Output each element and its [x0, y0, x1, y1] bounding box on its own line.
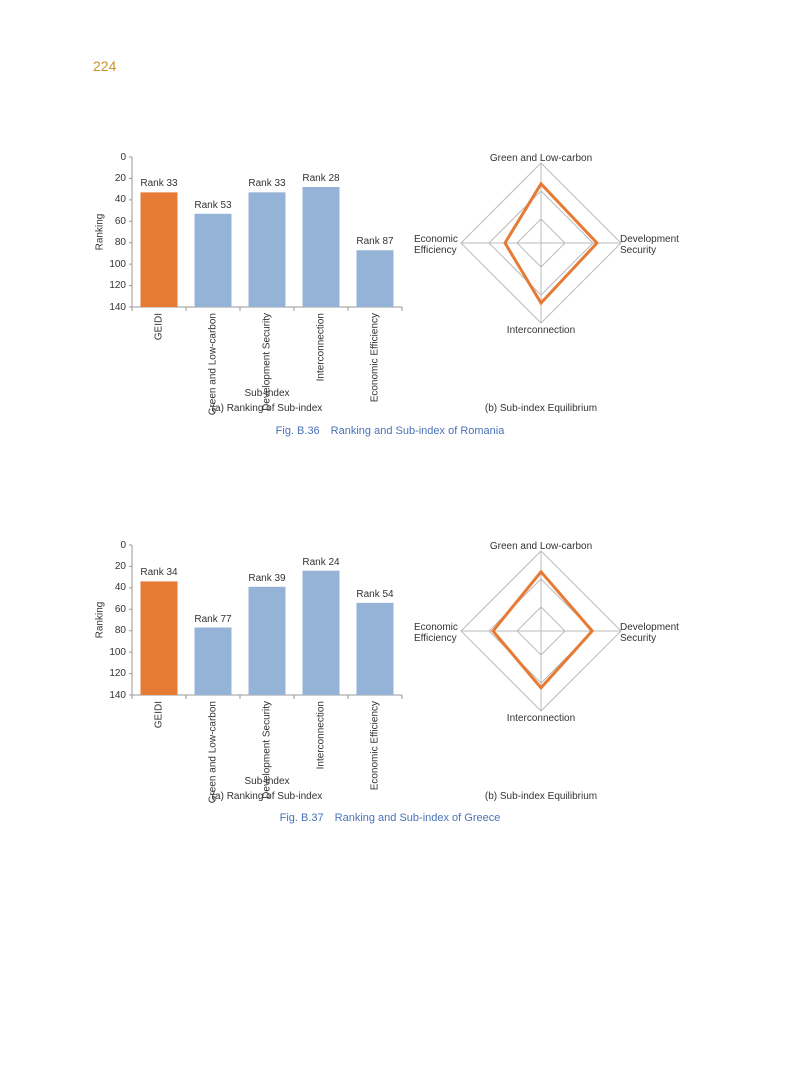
figure-caption: Fig. B.37 Ranking and Sub-index of Greec…	[279, 812, 501, 824]
y-tick-label: 120	[109, 668, 126, 680]
bar	[140, 192, 178, 307]
x-axis-title: Sub-index	[244, 388, 290, 399]
y-tick-label: 40	[114, 582, 126, 594]
page-number: 224	[93, 58, 117, 74]
y-axis-title: Ranking	[94, 601, 106, 639]
radar-label: Development Security	[620, 622, 679, 644]
sub-caption: (b) Sub-index Equilibrium	[484, 791, 598, 802]
value-label: Rank 24	[302, 556, 340, 568]
y-tick-label: 140	[109, 301, 126, 313]
y-tick-label: 100	[109, 646, 126, 658]
bar	[302, 187, 340, 307]
value-label: Rank 34	[140, 567, 178, 579]
x-tick-label: Interconnection	[315, 313, 327, 382]
x-tick-label: GEIDI	[153, 313, 165, 341]
y-tick-label: 40	[114, 194, 126, 206]
y-tick-label: 20	[114, 172, 126, 184]
value-label: Rank 77	[194, 613, 232, 625]
bar	[356, 250, 394, 307]
x-tick-label: Green and Low-carbon	[207, 313, 219, 416]
y-tick-label: 20	[114, 560, 126, 572]
x-tick-label: GEIDI	[153, 701, 165, 729]
radar-label: Green and Low-carbon	[489, 153, 593, 164]
radar-line	[491, 569, 595, 691]
x-tick-label: Economic Efficiency	[369, 313, 381, 403]
figure-caption: Fig. B.36 Ranking and Sub-index of Roman…	[275, 425, 505, 437]
y-tick-label: 0	[120, 539, 126, 551]
y-tick-label: 80	[114, 625, 126, 637]
x-tick-label: Economic Efficiency	[369, 701, 381, 791]
value-label: Rank 87	[356, 236, 394, 248]
y-tick-label: 60	[114, 215, 126, 227]
bar	[248, 192, 286, 307]
bar	[194, 213, 232, 307]
sub-caption: (b) Sub-index Equilibrium	[484, 403, 598, 414]
y-tick-label: 60	[114, 603, 126, 615]
radar-label: Green and Low-carbon	[489, 541, 593, 552]
radar-label: Interconnection	[506, 713, 576, 724]
bar	[248, 586, 286, 695]
value-label: Rank 33	[248, 178, 286, 190]
value-label: Rank 28	[302, 173, 340, 184]
value-label: Rank 54	[356, 588, 394, 600]
bar	[140, 581, 178, 695]
y-axis-title: Ranking	[94, 213, 106, 251]
bar	[356, 602, 394, 695]
y-tick-label: 100	[109, 258, 126, 270]
y-tick-label: 0	[120, 151, 126, 163]
value-label: Rank 39	[248, 572, 286, 584]
sub-caption: (a) Ranking of Sub-index	[211, 791, 323, 802]
value-label: Rank 53	[194, 199, 232, 211]
radar-label: Economic Efficiency	[414, 234, 458, 256]
y-tick-label: 140	[109, 689, 126, 701]
y-tick-label: 80	[114, 237, 126, 249]
x-axis-title: Sub-index	[244, 776, 290, 787]
x-tick-label: Interconnection	[315, 701, 327, 770]
value-label: Rank 33	[140, 178, 178, 190]
x-tick-label: Green and Low-carbon	[207, 701, 219, 804]
bar	[302, 570, 340, 695]
radar-label: Economic Efficiency	[414, 622, 458, 644]
radar-line	[503, 181, 600, 306]
bar	[194, 627, 232, 695]
radar-label: Interconnection	[506, 325, 576, 336]
y-tick-label: 120	[109, 280, 126, 292]
radar-label: Development Security	[620, 234, 679, 256]
sub-caption: (a) Ranking of Sub-index	[211, 403, 323, 414]
